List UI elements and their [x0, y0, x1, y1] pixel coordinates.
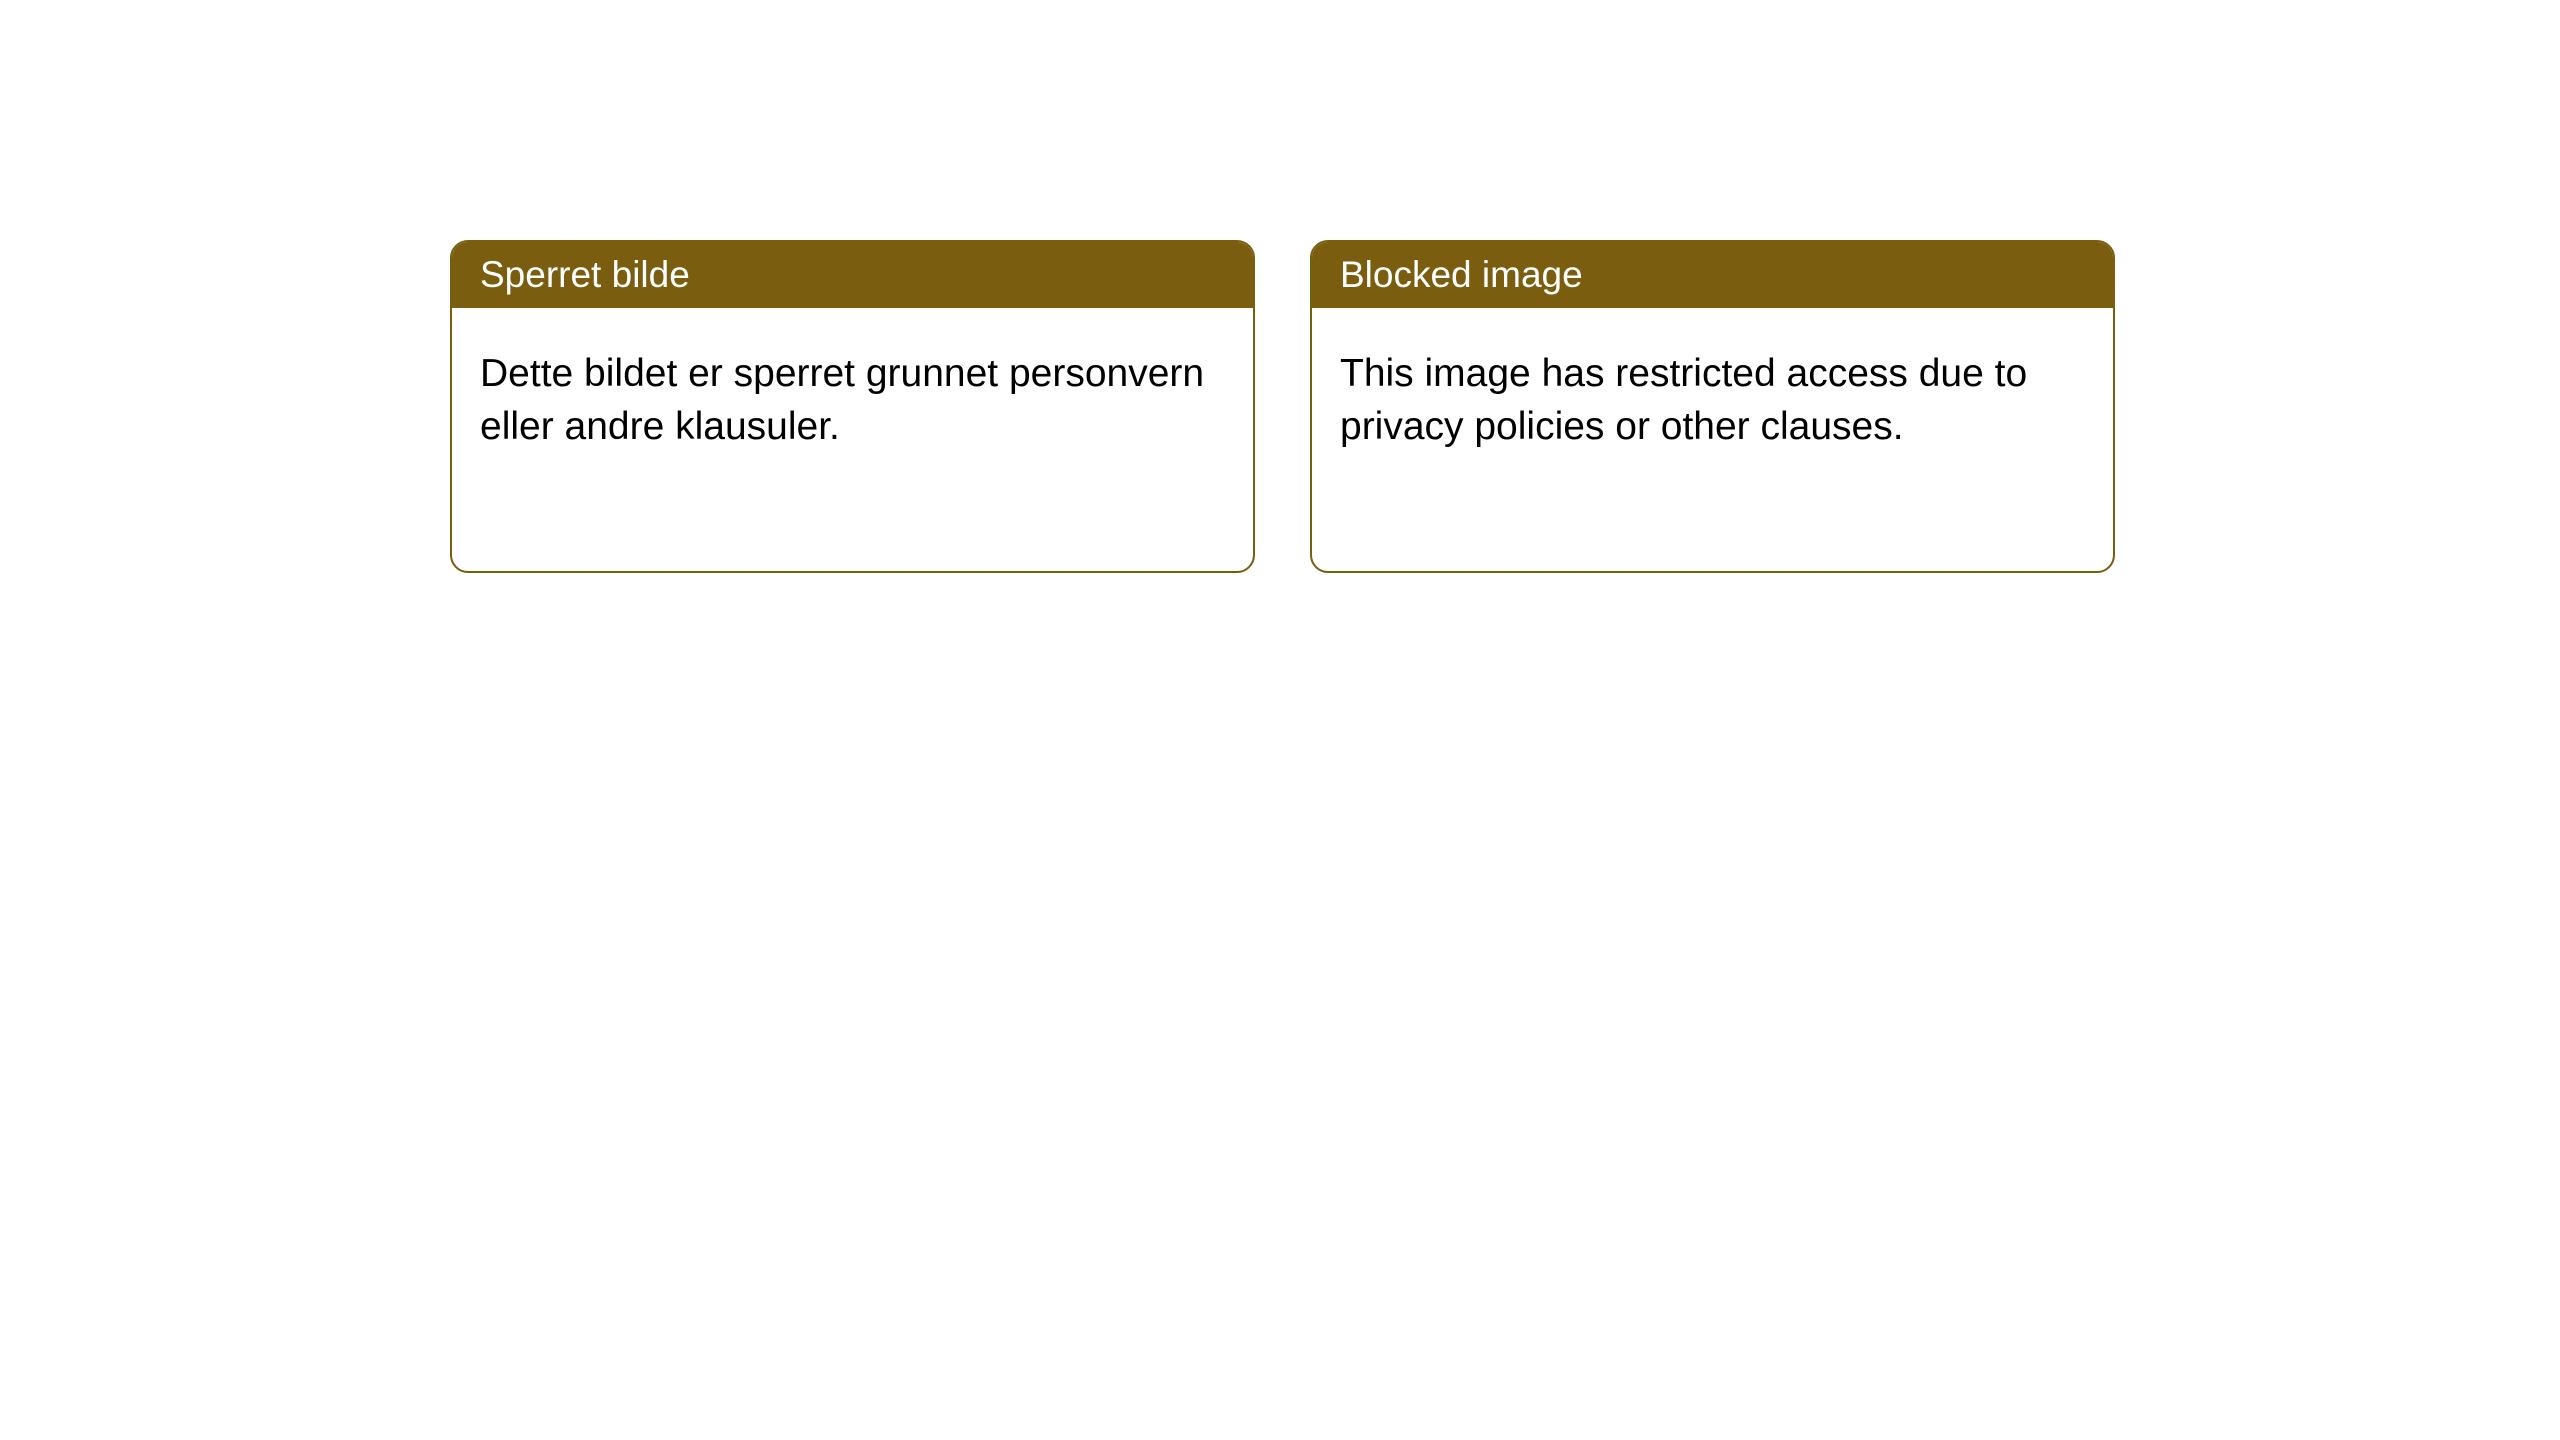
notice-cards-container: Sperret bilde Dette bildet er sperret gr… [450, 240, 2115, 573]
card-title: Sperret bilde [480, 254, 690, 295]
card-message: This image has restricted access due to … [1340, 352, 2027, 448]
card-header: Sperret bilde [452, 242, 1253, 308]
card-message: Dette bildet er sperret grunnet personve… [480, 352, 1204, 448]
blocked-image-card-norwegian: Sperret bilde Dette bildet er sperret gr… [450, 240, 1255, 573]
card-title: Blocked image [1340, 254, 1583, 295]
blocked-image-card-english: Blocked image This image has restricted … [1310, 240, 2115, 573]
card-body: This image has restricted access due to … [1312, 308, 2113, 481]
card-header: Blocked image [1312, 242, 2113, 308]
card-body: Dette bildet er sperret grunnet personve… [452, 308, 1253, 481]
